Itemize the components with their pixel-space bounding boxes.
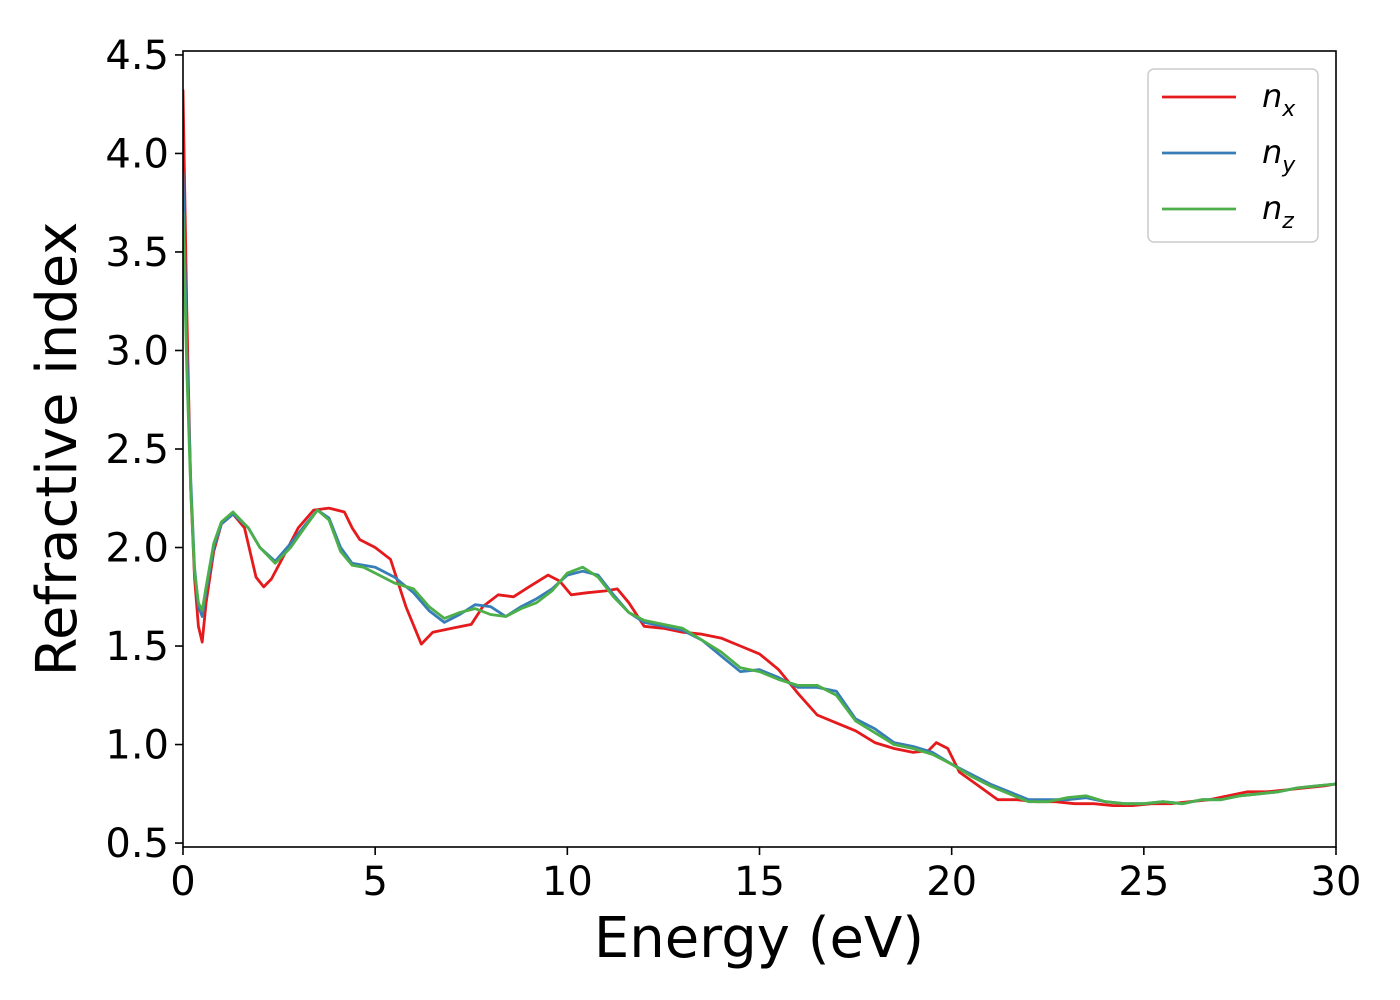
plot-area	[183, 51, 1336, 847]
y-tick-label: 1.5	[105, 624, 169, 670]
x-tick-label: 0	[170, 859, 195, 905]
x-tick-label: 10	[542, 859, 593, 905]
x-tick-label: 5	[362, 859, 387, 905]
y-tick-label: 0.5	[105, 821, 169, 867]
y-axis: 0.5 1.0 1.5 2.0 2.5 3.0 3.5 4.0 4.5	[105, 33, 183, 867]
x-tick-label: 20	[926, 859, 977, 905]
series-line-nz	[183, 211, 1336, 806]
y-tick-label: 1.0	[105, 723, 169, 769]
legend-box	[1147, 68, 1319, 243]
x-tick-label: 15	[734, 859, 785, 905]
y-tick-label: 2.0	[105, 526, 169, 572]
y-tick-label: 3.5	[105, 230, 169, 276]
series-layer	[183, 89, 1336, 807]
x-tick-label: 30	[1311, 859, 1362, 905]
legend-label-ny: ny	[1262, 133, 1296, 178]
y-axis-label: Refractive index	[25, 222, 90, 677]
x-axis: 0 5 10 15 20 25 30	[170, 847, 1361, 905]
y-tick-label: 2.5	[105, 427, 169, 473]
y-tick-label: 4.5	[105, 33, 169, 79]
y-tick-label: 3.0	[105, 328, 169, 374]
y-tick-label: 4.0	[105, 131, 169, 177]
x-axis-label: Energy (eV)	[594, 906, 924, 971]
x-tick-label: 25	[1118, 859, 1169, 905]
series-line-nx	[183, 89, 1336, 807]
